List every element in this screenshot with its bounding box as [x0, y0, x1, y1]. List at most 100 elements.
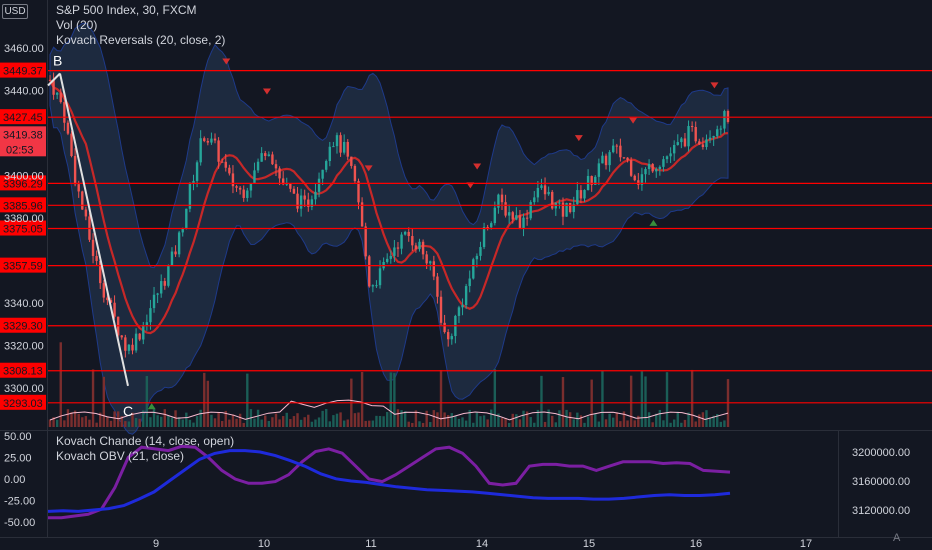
volume-bar [450, 413, 453, 427]
symbol-title[interactable]: S&P 500 Index, 30, FXCM [56, 3, 197, 17]
volume-bar [561, 377, 565, 427]
chande-indicator-label[interactable]: Kovach Chande (14, close, open) [56, 434, 235, 448]
candle-body [547, 191, 550, 195]
volume-bar [647, 412, 651, 427]
candle-body [174, 251, 177, 255]
price-level-tag [0, 220, 46, 236]
candle-body [583, 189, 586, 199]
volume-bar [382, 416, 385, 427]
candle-body [66, 122, 70, 134]
currency-badge[interactable]: USD [2, 4, 28, 19]
candle-body [335, 135, 339, 147]
volume-bar [375, 415, 378, 427]
candle-body [350, 156, 353, 166]
volume-bar [274, 413, 278, 427]
price-level-label: 3449.37 [3, 66, 43, 78]
candle-body [339, 135, 342, 153]
volume-bar [579, 415, 583, 427]
price-level-tag [0, 175, 46, 191]
candle-body [687, 126, 690, 147]
candle-body [432, 261, 436, 277]
reversals-indicator-label[interactable]: Kovach Reversals (20, close, 2) [56, 33, 226, 47]
candle-body [307, 199, 310, 207]
volume-bar [325, 409, 328, 427]
volume-indicator-label[interactable]: Vol (20) [56, 18, 98, 32]
candle-body [109, 300, 113, 303]
candles [48, 58, 730, 410]
obv-indicator-label[interactable]: Kovach OBV (21, close) [56, 449, 185, 463]
candle-body [629, 160, 633, 176]
volume-bar [235, 418, 238, 427]
candle-body [604, 155, 608, 166]
candle-body [716, 129, 719, 137]
candle-body [683, 138, 687, 147]
candle-body [690, 126, 694, 128]
candle-body [443, 322, 446, 333]
volume-bar [73, 410, 77, 427]
candle-body [59, 92, 62, 103]
price-level-tag [0, 394, 46, 410]
candle-body [622, 157, 626, 159]
volume-bar [299, 419, 303, 427]
candle-body [310, 199, 314, 207]
candle-body [723, 111, 726, 129]
reversal-down-marker [574, 135, 583, 142]
ab-line-segment [47, 72, 61, 87]
lower-right-tick: 3200000.00 [852, 447, 910, 459]
volume-bar [504, 418, 507, 427]
candle-body [102, 283, 106, 298]
candle-body [461, 305, 464, 308]
volume-bar [206, 380, 210, 427]
candle-body [292, 188, 296, 194]
volume-bar [260, 419, 263, 427]
candle-body [597, 163, 601, 177]
volume-bar [716, 414, 719, 427]
candle-body [701, 144, 705, 148]
lower-panel [47, 444, 731, 520]
candle-body [177, 232, 181, 255]
candle-body [195, 162, 199, 181]
candle-body [640, 174, 644, 185]
candle-body [594, 176, 597, 185]
candle-body [662, 159, 665, 167]
volume-bar [490, 409, 493, 427]
candle-body [77, 184, 80, 192]
candle-body [260, 153, 263, 162]
volume-bar [551, 415, 554, 427]
volume-bar [88, 419, 91, 427]
volume-bar [48, 419, 52, 427]
y-tick-label: 3380.00 [4, 213, 44, 225]
volume-bar [644, 376, 647, 427]
x-tick-label: 17 [800, 538, 812, 550]
auto-scale-button[interactable]: A [893, 532, 901, 544]
volume-bar [177, 417, 181, 427]
volume-bar [167, 415, 170, 427]
lower-left-tick: 50.00 [4, 431, 32, 443]
candle-body [579, 190, 583, 199]
volume-bar [386, 411, 389, 427]
candle-body [156, 293, 159, 295]
volume-bar [418, 421, 421, 427]
moving-average-line [49, 79, 729, 335]
candle-body [203, 138, 206, 142]
candle-body [281, 178, 285, 185]
candle-body [504, 202, 507, 216]
candle-body [601, 155, 604, 164]
current-price-label: 3419.38 [3, 129, 43, 141]
y-tick-label: 3340.00 [4, 298, 44, 310]
volume-bar [421, 422, 425, 427]
reversal-up-marker [649, 219, 658, 226]
candle-body [626, 157, 629, 161]
candle-body [522, 217, 525, 229]
candle-body [224, 161, 227, 168]
volume-bar [698, 414, 701, 427]
volume-bar [694, 421, 697, 427]
candle-body [160, 281, 163, 294]
candle-body [590, 176, 593, 185]
volume-bar [665, 372, 669, 427]
volume-ma-line [49, 399, 729, 421]
volume-bar [446, 415, 450, 427]
candle-body [407, 231, 410, 237]
x-tick-label: 10 [258, 538, 270, 550]
